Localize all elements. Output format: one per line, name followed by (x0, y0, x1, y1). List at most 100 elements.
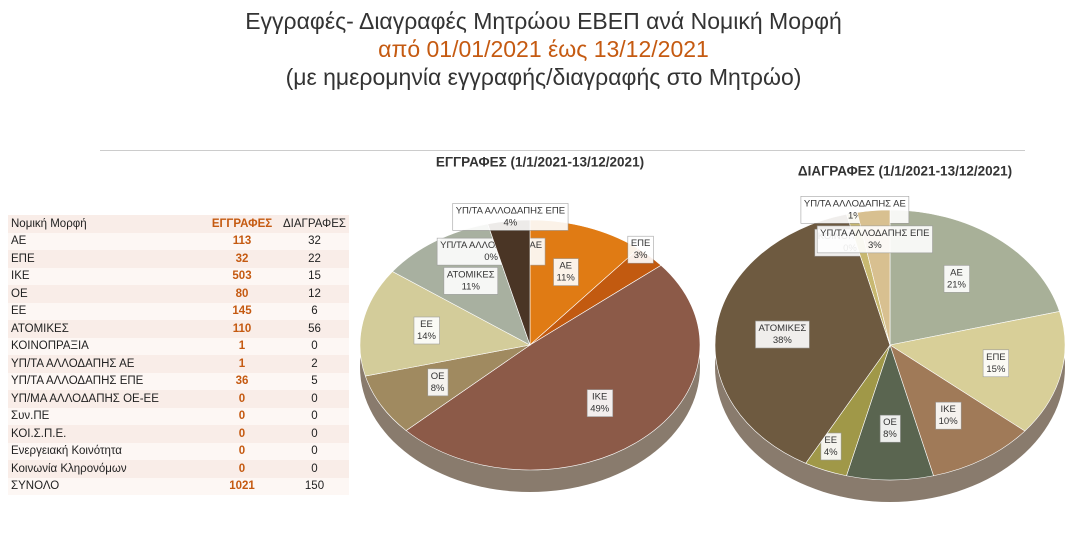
divider (100, 150, 1025, 151)
table-cell: 6 (280, 302, 349, 320)
label-value: 3% (634, 250, 648, 261)
subtitle: από 01/01/2021 έως 13/12/2021 (378, 36, 709, 62)
label-value: 49% (590, 404, 610, 415)
label-category: ΥΠ/ΤΑ ΑΛΛΟΔΑΠΗΣ ΑΕ (804, 198, 906, 209)
table-row: ΟΕ 80 12 (8, 285, 349, 303)
table-row: Συν.ΠΕ 0 0 (8, 407, 349, 425)
table-cell: 56 (280, 320, 349, 338)
table-cell: 503 (204, 267, 280, 285)
table-cell: 0 (204, 407, 280, 425)
table-cell: 145 (204, 302, 280, 320)
label-box (586, 389, 614, 417)
label-box (943, 265, 970, 293)
label-value: 4% (504, 217, 518, 228)
label-box (452, 203, 569, 231)
table-row: ΥΠ/ΤΑ ΑΛΛΟΔΑΠΗΣ ΑΕ 1 2 (8, 355, 349, 373)
label-category: ΥΠ/ΤΑ ΑΛΛΟΔΑΠΗΣ ΑΕ (440, 240, 542, 251)
table-cell: ΥΠ/ΜΑ ΑΛΛΟΔΑΠΗΣ ΟΕ-ΕΕ (8, 390, 204, 408)
table-cell: ΚΟΙ.Σ.Π.Ε. (8, 425, 204, 443)
table-cell: ΟΕ (8, 285, 204, 303)
table-row: ΕΠΕ 32 22 (8, 250, 349, 268)
label-value: 21% (947, 279, 967, 290)
data-label: ΟΕ8% (427, 368, 449, 397)
table-cell: 15 (280, 267, 349, 285)
table-row: Κοινωνία Κληρονόμων 0 0 (8, 460, 349, 478)
table-cell: 150 (280, 477, 349, 495)
table-cell: 36 (204, 372, 280, 390)
pie-slice (889, 311, 1066, 432)
table-cell: 32 (204, 250, 280, 268)
label-value: 15% (986, 364, 1006, 375)
table-row: ΥΠ/ΤΑ ΑΛΛΟΔΑΠΗΣ ΕΠΕ 36 5 (8, 372, 349, 390)
pie-slice (359, 271, 531, 377)
label-category: ΙΚΕ (592, 392, 607, 403)
table-cell: 0 (280, 407, 349, 425)
chart-title: ΔΙΑΓΡΑΦΕΣ (1/1/2021-13/12/2021) (798, 164, 1012, 179)
label-box (816, 225, 933, 254)
table-cell: ΑΕ (8, 232, 204, 250)
table-row: ΣΥΝΟΛΟ 1021 150 (8, 477, 349, 495)
table-cell: ΕΠΕ (8, 250, 204, 268)
table-cell: 0 (280, 337, 349, 355)
label-box (627, 235, 654, 264)
label-category: ΙΚΕ (940, 404, 955, 415)
table-cell: ΣΥΝΟΛΟ (8, 477, 204, 495)
label-box (800, 196, 910, 224)
table-cell: 32 (280, 232, 349, 250)
pie-slice (405, 264, 701, 471)
table-row: ΑΕ 113 32 (8, 232, 349, 250)
table-cell: 1 (204, 337, 280, 355)
table-cell: Κοινωνία Κληρονόμων (8, 460, 204, 478)
table-row: ΚΟΙΝΟΠΡΑΞΙΑ 1 0 (8, 337, 349, 355)
table-row: Ενεργειακή Κοινότητα 0 0 (8, 442, 349, 460)
label-box (820, 432, 842, 461)
table-row: ΑΤΟΜΙΚΕΣ 110 56 (8, 320, 349, 338)
table-cell: ΕΕ (8, 302, 204, 320)
table-cell: 1021 (204, 477, 280, 495)
table-cell: 110 (204, 320, 280, 338)
label-box (982, 349, 1009, 378)
chart-title: ΕΓΓΡΑΦΕΣ (1/1/2021-13/12/2021) (436, 155, 644, 170)
table-cell: ΚΟΙΝΟΠΡΑΞΙΑ (8, 337, 204, 355)
table-cell: 0 (280, 442, 349, 460)
label-value: 3% (868, 240, 882, 251)
table-cell: 0 (204, 460, 280, 478)
label-box (755, 320, 810, 349)
label-category: ΟΕ (883, 417, 897, 428)
label-box (443, 267, 499, 295)
label-category: ΥΠ/ΤΑ ΑΛΛΟΔΑΠΗΣ ΕΠΕ (820, 228, 929, 239)
table-cell: Συν.ΠΕ (8, 407, 204, 425)
label-value: 0% (484, 252, 498, 263)
table-cell: ΙΚΕ (8, 267, 204, 285)
label-category: ΕΕ (824, 435, 837, 446)
table-row: ΚΟΙ.Σ.Π.Ε. 0 0 (8, 425, 349, 443)
label-category: ΕΕ (420, 319, 433, 330)
table-cell: ΥΠ/ΤΑ ΑΛΛΟΔΑΠΗΣ ΕΠΕ (8, 372, 204, 390)
table-cell: ΕΓΓΡΑΦΕΣ (204, 215, 280, 233)
label-category: ΕΠΕ (986, 352, 1006, 363)
label-box (553, 258, 579, 286)
label-value: 10% (939, 416, 959, 427)
label-value: 11% (557, 273, 576, 284)
label-value: 38% (773, 335, 793, 346)
table-cell: ΑΤΟΜΙΚΕΣ (8, 320, 204, 338)
table-cell: 12 (280, 285, 349, 303)
data-table: Νομική Μορφή ΕΓΓΡΑΦΕΣ ΔΙΑΓΡΑΦΕΣ ΑΕ 113 32 ΕΠΕ 3… (8, 215, 349, 495)
label-value: 1% (848, 210, 862, 221)
label-value: 14% (417, 331, 437, 342)
label-value: 8% (431, 383, 445, 394)
table-cell: 2 (280, 355, 349, 373)
table-cell: 0 (280, 460, 349, 478)
label-category: ΑΤΟΜΙΚΕΣ (758, 323, 806, 334)
table-cell: 0 (280, 425, 349, 443)
table-cell: ΥΠ/ΤΑ ΑΛΛΟΔΑΠΗΣ ΑΕ (8, 355, 204, 373)
